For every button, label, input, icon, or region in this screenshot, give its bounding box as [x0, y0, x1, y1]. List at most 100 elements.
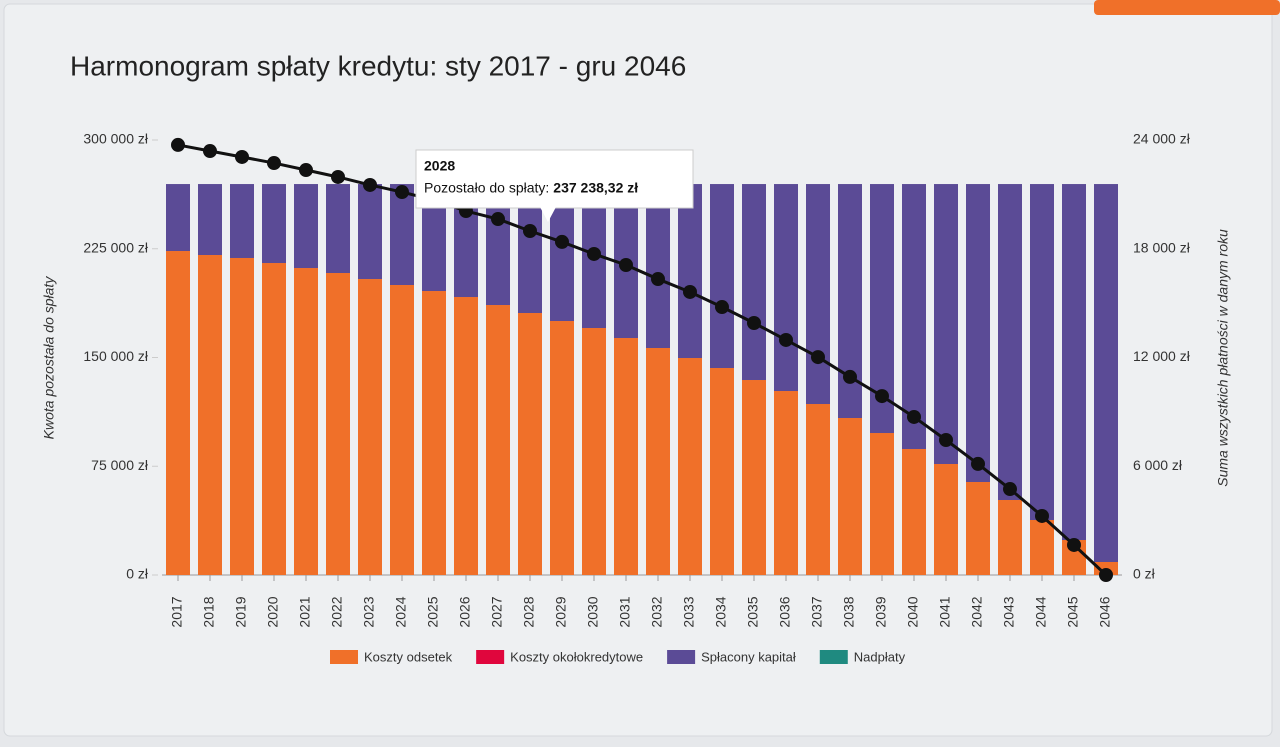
- bar-segment: [262, 184, 286, 264]
- x-tick-label: 2019: [233, 596, 249, 627]
- x-tick-label: 2032: [649, 596, 665, 627]
- line-point: [299, 163, 313, 178]
- bar-segment: [518, 313, 542, 575]
- bar-segment: [230, 257, 254, 575]
- bar-segment: [870, 433, 894, 575]
- bar-segment: [934, 184, 958, 465]
- x-tick-label: 2046: [1097, 596, 1113, 627]
- x-tick-label: 2021: [297, 596, 313, 627]
- bar-segment: [198, 184, 222, 256]
- legend-swatch: [667, 650, 696, 664]
- bar-segment: [294, 184, 318, 269]
- bar-segment: [678, 184, 702, 359]
- line-point: [363, 177, 377, 192]
- bar-segment: [966, 482, 990, 575]
- line-point: [651, 272, 665, 287]
- bar-segment: [646, 184, 670, 349]
- y-tick-label: 300 000 zł: [83, 131, 148, 147]
- y2-tick-label: 12 000 zł: [1133, 348, 1191, 364]
- bar-segment: [422, 291, 446, 575]
- tooltip-pointer: [540, 207, 556, 222]
- x-tick-label: 2017: [169, 596, 185, 627]
- line-point: [1035, 508, 1049, 523]
- x-tick-label: 2033: [681, 596, 697, 627]
- line-point: [939, 433, 953, 448]
- bar-segment: [998, 184, 1022, 500]
- line-point: [715, 300, 729, 315]
- x-tick-label: 2018: [201, 596, 217, 627]
- bar-segment: [582, 328, 606, 575]
- y-tick-label: 75 000 zł: [91, 457, 149, 473]
- legend-label: Koszty okołokredytowe: [510, 649, 643, 664]
- legend-label: Nadpłaty: [854, 649, 906, 664]
- line-point: [619, 257, 633, 272]
- line-point: [523, 224, 537, 239]
- y2-tick-label: 24 000 zł: [1133, 131, 1191, 147]
- bar-segment: [902, 184, 926, 450]
- line-point: [907, 409, 921, 424]
- tooltip-text: Pozostało do spłaty:: [424, 180, 549, 196]
- x-tick-label: 2029: [553, 596, 569, 627]
- bar-segment: [902, 449, 926, 575]
- chart-title: Harmonogram spłaty kredytu: sty 2017 - g…: [70, 50, 686, 81]
- bar-segment: [710, 184, 734, 369]
- line-point: [331, 169, 345, 184]
- bar-segment: [806, 404, 830, 575]
- line-point: [587, 246, 601, 261]
- bar-segment: [166, 184, 190, 252]
- line-point: [235, 149, 249, 164]
- bar-segment: [358, 184, 382, 280]
- line-point: [171, 137, 185, 152]
- line-point: [491, 212, 505, 227]
- x-tick-label: 2028: [521, 596, 537, 627]
- bar-segment: [806, 184, 830, 405]
- x-tick-label: 2037: [809, 596, 825, 627]
- bar-segment: [198, 255, 222, 576]
- bar-segment: [1062, 184, 1086, 541]
- line-point: [843, 369, 857, 384]
- bar-segment: [262, 263, 286, 575]
- legend-swatch: [330, 650, 358, 664]
- x-tick-label: 2034: [713, 596, 729, 627]
- bar-segment: [1030, 520, 1054, 575]
- bar-segment: [550, 321, 574, 575]
- tab: [1094, 0, 1280, 15]
- line-point: [1099, 568, 1113, 582]
- x-tick-label: 2023: [361, 596, 377, 627]
- bar-segment: [774, 184, 798, 392]
- y2-tick-label: 0 zł: [1133, 566, 1156, 582]
- bar-segment: [934, 464, 958, 575]
- bar-segment: [998, 499, 1022, 575]
- x-tick-label: 2045: [1065, 596, 1081, 627]
- tooltip: 2028 Pozostało do spłaty: 237 238,32 zł: [415, 149, 694, 222]
- x-tick-label: 2038: [841, 596, 857, 627]
- bar-segment: [742, 184, 766, 381]
- bar-segment: [390, 184, 414, 285]
- legend-swatch: [819, 650, 848, 664]
- x-tick-label: 2020: [265, 596, 281, 627]
- y2-axis-title: Suma wszystkich płatności w danym roku: [1215, 229, 1231, 487]
- x-tick-label: 2035: [745, 596, 761, 627]
- legend-label: Spłacony kapitał: [701, 649, 796, 664]
- bar-segment: [1030, 184, 1054, 521]
- tooltip-title: 2028: [424, 158, 455, 174]
- x-tick-label: 2036: [777, 596, 793, 627]
- x-tick-label: 2044: [1033, 596, 1049, 627]
- x-tick-label: 2039: [873, 596, 889, 627]
- x-tick-label: 2040: [905, 596, 921, 627]
- x-tick-label: 2030: [585, 596, 601, 627]
- x-tick-label: 2043: [1001, 596, 1017, 627]
- tooltip-value: 237 238,32 zł: [553, 180, 638, 196]
- bar-segment: [966, 184, 990, 483]
- y-tick-label: 150 000 zł: [83, 348, 148, 364]
- bar-segment: [742, 380, 766, 575]
- bar-segment: [454, 297, 478, 575]
- bar-segment: [294, 268, 318, 575]
- bar-segment: [486, 305, 510, 575]
- y-axis-title: Kwota pozostała do spłaty: [41, 276, 57, 440]
- line-point: [1003, 482, 1017, 497]
- bar-segment: [646, 348, 670, 575]
- line-point: [971, 456, 985, 471]
- bar-segment: [678, 358, 702, 575]
